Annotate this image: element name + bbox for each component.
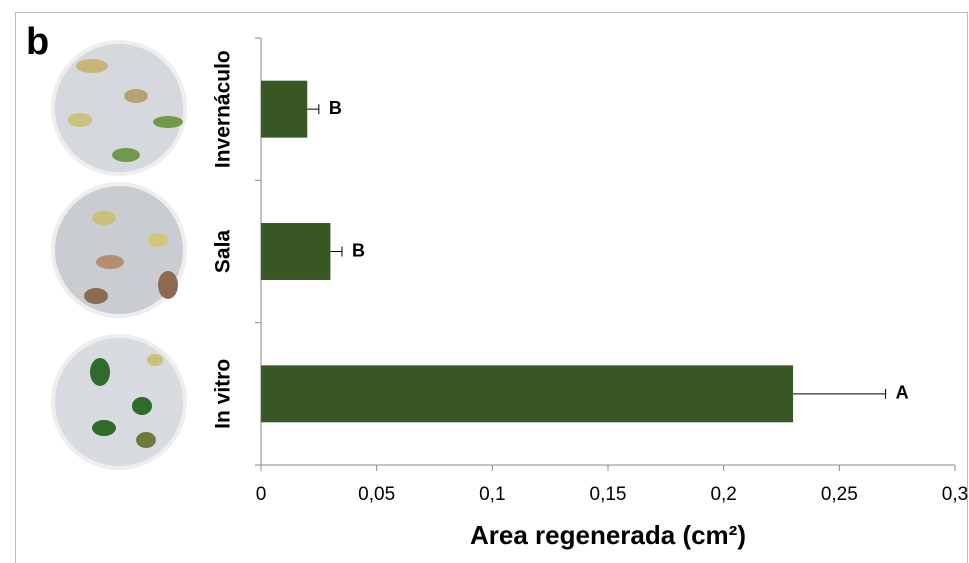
error-bar bbox=[793, 389, 886, 399]
bar bbox=[261, 365, 793, 422]
significance-label: A bbox=[896, 383, 909, 403]
explant bbox=[158, 271, 178, 299]
y-tick-label: Sala bbox=[212, 230, 235, 274]
explant bbox=[90, 358, 110, 386]
x-tick-label: 0,2 bbox=[710, 484, 736, 505]
petri-dishes bbox=[53, 42, 185, 468]
error-bar bbox=[330, 247, 342, 257]
bar bbox=[261, 223, 330, 280]
explant bbox=[147, 354, 163, 366]
explant bbox=[92, 420, 116, 436]
explant bbox=[132, 397, 152, 415]
chart: b Area regenerada (cm²) 0 0,05 0,1 0,15 0,2 0… bbox=[0, 0, 969, 563]
y-tick-label: Invernáculo bbox=[212, 50, 235, 168]
x-tick-label: 0,1 bbox=[479, 484, 505, 505]
y-tick-label: In vitro bbox=[212, 359, 235, 429]
dish bbox=[53, 336, 185, 468]
x-tick-label: 0,15 bbox=[590, 484, 627, 505]
explant bbox=[112, 148, 140, 162]
x-tick-label: 0 bbox=[256, 484, 267, 505]
explant bbox=[84, 288, 108, 304]
explant bbox=[124, 89, 148, 103]
explant bbox=[92, 211, 116, 225]
x-tick-label: 0,05 bbox=[358, 484, 395, 505]
panel-label: b bbox=[26, 21, 49, 63]
explant bbox=[96, 255, 124, 269]
x-tick-label: 0,3 bbox=[942, 484, 968, 505]
x-tick-label: 0,25 bbox=[821, 484, 858, 505]
explant bbox=[148, 233, 168, 247]
explant bbox=[68, 113, 92, 127]
x-axis-title: Area regenerada (cm²) bbox=[470, 520, 746, 550]
bar bbox=[261, 81, 307, 138]
explant bbox=[76, 59, 108, 73]
explant bbox=[136, 432, 156, 448]
significance-label: B bbox=[329, 98, 342, 118]
error-bar bbox=[307, 104, 319, 114]
explant bbox=[153, 116, 183, 128]
significance-label: B bbox=[352, 240, 365, 260]
